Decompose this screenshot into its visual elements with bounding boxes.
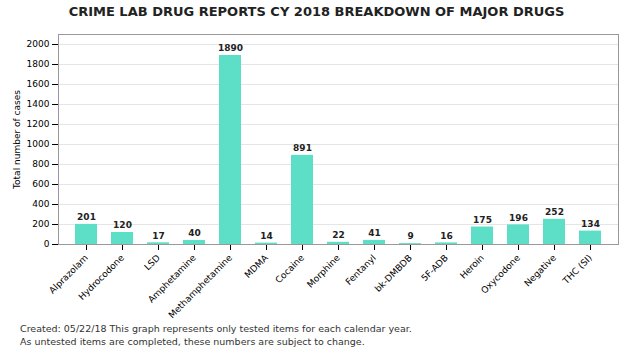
html-text:As untested items are complete: As untested items are completed, these n…	[20, 336, 365, 347]
svg-text:LSD: LSD	[142, 253, 162, 273]
svg-text:200: 200	[32, 219, 49, 229]
svg-text:Total number of cases: Total number of cases	[12, 90, 22, 190]
svg-text:Methamphetamine: Methamphetamine	[167, 252, 235, 320]
svg-text:0: 0	[44, 239, 50, 249]
svg-text:Negative: Negative	[522, 252, 558, 288]
svg-text:5F-ADB: 5F-ADB	[419, 253, 450, 284]
svg-text:Heroin: Heroin	[458, 253, 486, 281]
svg-text:201: 201	[77, 212, 96, 222]
svg-text:134: 134	[581, 219, 600, 229]
svg-text:17: 17	[152, 231, 165, 241]
svg-text:16: 16	[440, 231, 453, 241]
svg-text:120: 120	[113, 220, 132, 230]
svg-text:Hydrocodone: Hydrocodone	[77, 252, 127, 302]
svg-text:Amphetamine: Amphetamine	[146, 252, 198, 305]
svg-text:41: 41	[368, 228, 381, 238]
svg-text:600: 600	[32, 179, 49, 189]
svg-text:Morphine: Morphine	[305, 252, 342, 289]
svg-text:40: 40	[188, 228, 201, 238]
svg-text:Fentanyl: Fentanyl	[344, 253, 378, 287]
svg-text:252: 252	[545, 207, 564, 217]
html-text:CRIME LAB DRUG REPORTS CY 2018: CRIME LAB DRUG REPORTS CY 2018 BREAKDOWN…	[68, 4, 565, 19]
svg-text:Alprazolam: Alprazolam	[47, 252, 90, 296]
svg-text:1400: 1400	[27, 99, 50, 109]
svg-text:22: 22	[332, 230, 345, 240]
svg-text:1000: 1000	[27, 139, 50, 149]
svg-text:bk-DMBDB: bk-DMBDB	[373, 253, 414, 294]
svg-text:196: 196	[509, 213, 528, 223]
svg-text:1200: 1200	[27, 119, 50, 129]
svg-text:THC (SI): THC (SI)	[560, 253, 594, 287]
svg-text:175: 175	[473, 215, 492, 225]
svg-text:1890: 1890	[218, 43, 243, 53]
svg-text:Oxycodone: Oxycodone	[479, 252, 522, 295]
html-text:Created: 05/22/18 This graph r: Created: 05/22/18 This graph represents …	[20, 323, 412, 334]
svg-text:1600: 1600	[27, 79, 50, 89]
svg-text:1800: 1800	[27, 59, 50, 69]
svg-text:14: 14	[260, 231, 273, 241]
svg-text:400: 400	[32, 199, 49, 209]
svg-text:800: 800	[32, 159, 49, 169]
svg-text:2000: 2000	[27, 39, 50, 49]
svg-text:Cocaine: Cocaine	[273, 252, 306, 285]
svg-text:MDMA: MDMA	[243, 252, 271, 280]
svg-text:891: 891	[293, 143, 312, 153]
svg-text:9: 9	[407, 231, 413, 241]
